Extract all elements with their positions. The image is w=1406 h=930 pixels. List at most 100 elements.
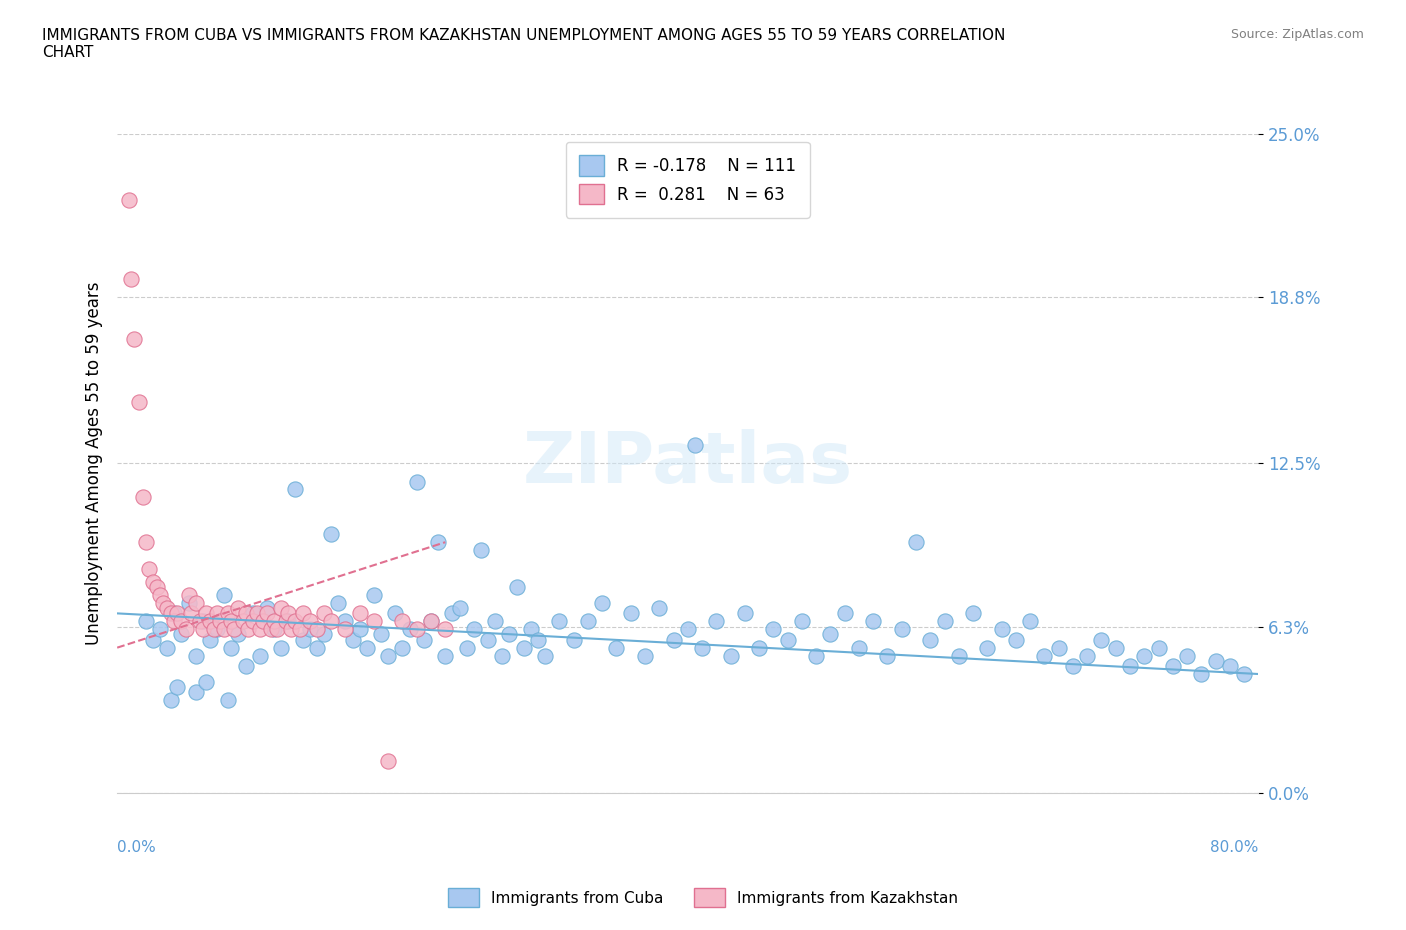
Y-axis label: Unemployment Among Ages 55 to 59 years: Unemployment Among Ages 55 to 59 years xyxy=(86,282,103,644)
Point xyxy=(228,601,250,616)
Point xyxy=(398,622,420,637)
Point xyxy=(160,693,183,708)
Point xyxy=(820,627,842,642)
Point xyxy=(198,632,221,647)
Point xyxy=(391,640,413,655)
Point xyxy=(132,490,155,505)
Point xyxy=(217,606,239,621)
Point xyxy=(349,606,371,621)
Text: IMMIGRANTS FROM CUBA VS IMMIGRANTS FROM KAZAKHSTAN UNEMPLOYMENT AMONG AGES 55 TO: IMMIGRANTS FROM CUBA VS IMMIGRANTS FROM … xyxy=(42,28,1005,60)
Point xyxy=(605,640,627,655)
Legend: Immigrants from Cuba, Immigrants from Kazakhstan: Immigrants from Cuba, Immigrants from Ka… xyxy=(441,883,965,913)
Point xyxy=(420,614,443,629)
Point xyxy=(117,193,139,207)
Point xyxy=(920,632,942,647)
Point xyxy=(648,601,671,616)
Point xyxy=(188,614,211,629)
Point xyxy=(876,648,898,663)
Point xyxy=(305,640,328,655)
Point xyxy=(456,640,478,655)
Point xyxy=(405,474,427,489)
Point xyxy=(166,606,188,621)
Point xyxy=(576,614,599,629)
Point xyxy=(284,482,307,497)
Point xyxy=(498,627,520,642)
Point xyxy=(1076,648,1098,663)
Point xyxy=(1175,648,1198,663)
Point xyxy=(962,606,984,621)
Point xyxy=(149,588,172,603)
Point xyxy=(934,614,956,629)
Point xyxy=(420,614,443,629)
Point xyxy=(477,632,499,647)
Point xyxy=(135,614,157,629)
Point xyxy=(312,627,335,642)
Point xyxy=(434,622,457,637)
Point xyxy=(256,601,278,616)
Point xyxy=(256,606,278,621)
Point xyxy=(177,588,200,603)
Point xyxy=(280,622,302,637)
Point xyxy=(356,640,378,655)
Point xyxy=(142,575,165,590)
Point xyxy=(224,622,246,637)
Point xyxy=(221,614,243,629)
Point xyxy=(156,601,179,616)
Point xyxy=(270,640,292,655)
Point xyxy=(335,622,357,637)
Point xyxy=(620,606,643,621)
Point xyxy=(163,606,186,621)
Point xyxy=(124,332,146,347)
Point xyxy=(163,614,186,629)
Point xyxy=(1205,654,1227,669)
Point xyxy=(776,632,799,647)
Point xyxy=(562,632,585,647)
Point xyxy=(212,588,235,603)
Point xyxy=(221,640,243,655)
Point xyxy=(277,606,299,621)
Point xyxy=(470,543,492,558)
Point xyxy=(321,527,343,542)
Point xyxy=(948,648,970,663)
Point xyxy=(790,614,813,629)
Point xyxy=(427,535,450,550)
Point xyxy=(142,632,165,647)
Point xyxy=(1133,648,1156,663)
Point xyxy=(534,648,557,663)
Point xyxy=(377,648,399,663)
Point xyxy=(284,614,307,629)
Point xyxy=(335,614,357,629)
Point xyxy=(1105,640,1128,655)
Point xyxy=(834,606,856,621)
Point xyxy=(662,632,685,647)
Point xyxy=(1090,632,1112,647)
Legend: R = -0.178    N = 111, R =  0.281    N = 63: R = -0.178 N = 111, R = 0.281 N = 63 xyxy=(565,142,810,218)
Point xyxy=(527,632,550,647)
Point xyxy=(184,595,207,610)
Point xyxy=(160,606,183,621)
Point xyxy=(321,614,343,629)
Point xyxy=(377,753,399,768)
Point xyxy=(291,632,314,647)
Point xyxy=(205,606,228,621)
Point xyxy=(484,614,506,629)
Point xyxy=(263,622,285,637)
Point xyxy=(804,648,827,663)
Point xyxy=(734,606,756,621)
Point xyxy=(288,622,311,637)
Point xyxy=(191,622,214,637)
Point xyxy=(720,648,742,663)
Point xyxy=(890,622,912,637)
Point xyxy=(202,622,225,637)
Point xyxy=(291,606,314,621)
Point xyxy=(260,622,283,637)
Point xyxy=(412,632,434,647)
Point xyxy=(676,622,699,637)
Point xyxy=(138,561,160,576)
Point xyxy=(505,579,527,594)
Point xyxy=(156,640,179,655)
Point xyxy=(238,622,260,637)
Point xyxy=(180,606,202,621)
Point xyxy=(1219,658,1241,673)
Point xyxy=(512,640,534,655)
